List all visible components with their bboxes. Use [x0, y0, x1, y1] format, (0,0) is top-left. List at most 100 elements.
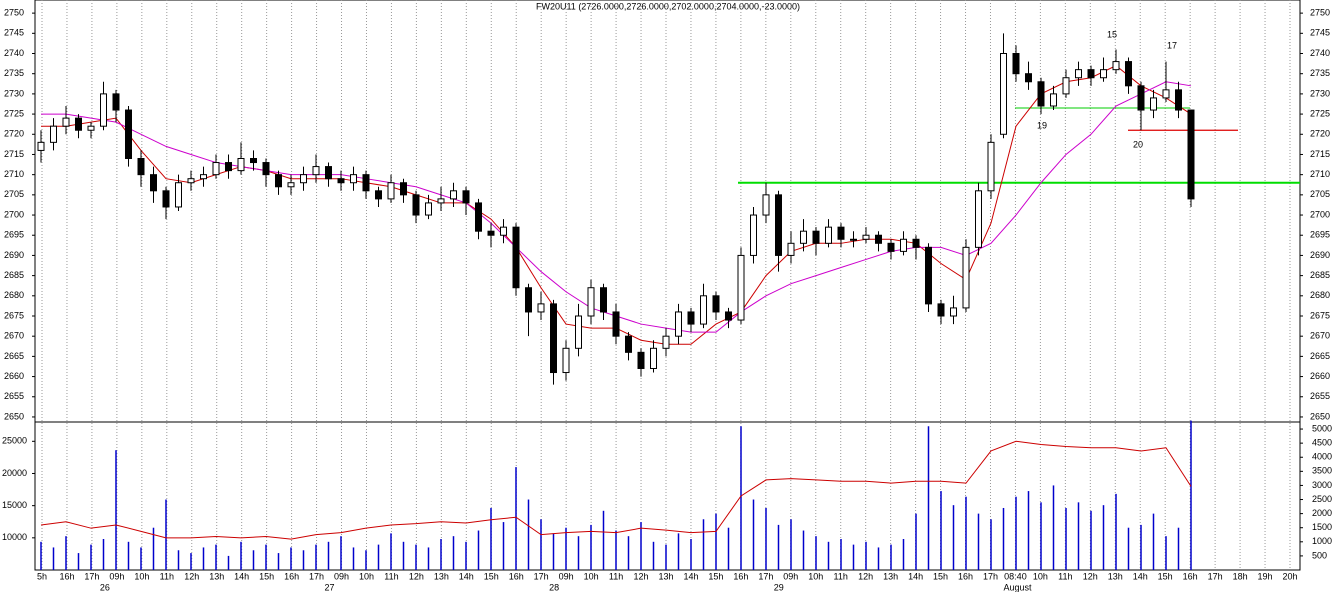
- y-tick-label: 2750: [4, 7, 24, 17]
- y-tick-label: 2730: [4, 88, 24, 98]
- candle-body: [162, 190, 170, 208]
- x-tick-label: 17h: [1208, 571, 1223, 581]
- candle-body: [1100, 69, 1107, 79]
- candle-body: [725, 311, 732, 321]
- annotation: 19: [1037, 120, 1047, 130]
- candle-body: [487, 230, 495, 236]
- y-tick-label: 2680: [4, 290, 24, 300]
- candle-body: [125, 109, 132, 160]
- candle-body: [575, 315, 582, 349]
- candle-body: [1162, 89, 1170, 99]
- day-label: 28: [549, 582, 559, 592]
- y-tick-label: 10000: [2, 532, 27, 542]
- x-tick-label: 16h: [59, 571, 74, 581]
- candle-body: [612, 311, 620, 337]
- candle-body: [237, 158, 245, 172]
- candle-body: [1112, 61, 1120, 71]
- candle-body: [975, 190, 982, 248]
- candle-body: [100, 93, 107, 127]
- candle-body: [650, 347, 657, 369]
- candle-body: [325, 166, 332, 180]
- x-tick-label: 10h: [359, 571, 374, 581]
- y-tick-label: 2720: [4, 129, 24, 139]
- candle-body: [750, 214, 757, 256]
- candle-body: [387, 182, 395, 200]
- candle-body: [600, 287, 607, 313]
- y2-tick-label: 3500: [1312, 466, 1332, 476]
- candle-body: [1050, 93, 1057, 107]
- candle-body: [250, 158, 257, 164]
- candle-body: [75, 117, 82, 131]
- y-tick-label: 2700: [4, 209, 24, 219]
- x-tick-label: 12h: [184, 571, 199, 581]
- x-tick-label: 09h: [109, 571, 124, 581]
- x-tick-label: 15h: [259, 571, 274, 581]
- candle-body: [1175, 89, 1182, 111]
- y-tick-label: 20000: [2, 468, 27, 478]
- x-tick-label: 11h: [384, 571, 398, 581]
- y-tick-label: 2655: [1310, 391, 1330, 401]
- x-tick-label: 16h: [284, 571, 299, 581]
- candle-body: [175, 182, 182, 208]
- candle-body: [1137, 85, 1145, 111]
- x-tick-label: 08:40: [1004, 571, 1027, 581]
- y2-tick-label: 4000: [1312, 452, 1332, 462]
- candle-body: [1025, 73, 1032, 83]
- candle-body: [62, 117, 70, 127]
- candle-body: [137, 158, 145, 176]
- y-tick-label: 2665: [1310, 351, 1330, 361]
- candle-body: [1187, 109, 1195, 200]
- y-tick-label: 2705: [1310, 189, 1330, 199]
- candle-body: [212, 162, 220, 176]
- y-tick-label: 2690: [1310, 250, 1330, 260]
- x-tick-label: 13h: [209, 571, 224, 581]
- x-tick-label: 15h: [484, 571, 499, 581]
- candle-body: [375, 190, 382, 200]
- y-tick-label: 2735: [1310, 68, 1330, 78]
- y-tick-label: 2675: [1310, 310, 1330, 320]
- y-tick-label: 2710: [1310, 169, 1330, 179]
- y-tick-label: 2725: [4, 108, 24, 118]
- x-tick-label: 15h: [1158, 571, 1173, 581]
- x-tick-label: 15h: [708, 571, 723, 581]
- candle-body: [200, 174, 207, 180]
- x-tick-label: 09h: [783, 571, 798, 581]
- y-tick-label: 2745: [4, 28, 24, 38]
- annotation: 20: [1133, 139, 1143, 149]
- price-panel: [34, 0, 1301, 423]
- x-tick-label: 16h: [733, 571, 748, 581]
- candle-body: [525, 287, 532, 313]
- x-tick-label: 14h: [908, 571, 923, 581]
- candle-body: [475, 202, 482, 232]
- x-tick-label: 09h: [334, 571, 349, 581]
- candle-body: [400, 182, 407, 196]
- day-label: 26: [100, 582, 110, 592]
- y-tick-label: 2670: [1310, 331, 1330, 341]
- x-tick-label: 17h: [534, 571, 549, 581]
- x-tick-label: 14h: [459, 571, 474, 581]
- y-tick-label: 2650: [4, 411, 24, 421]
- x-tick-label: 09h: [559, 571, 574, 581]
- day-label: 29: [774, 582, 784, 592]
- candle-body: [812, 230, 820, 244]
- candle-body: [562, 347, 570, 374]
- candle-body: [87, 125, 95, 131]
- candle-body: [950, 307, 957, 317]
- y-tick-label: 2730: [1310, 88, 1330, 98]
- candle-body: [662, 335, 670, 349]
- x-tick-label: 14h: [683, 571, 698, 581]
- candle-body: [737, 254, 745, 321]
- candle-body: [825, 226, 832, 244]
- annotation: 17: [1167, 40, 1177, 50]
- x-tick-label: 12h: [858, 571, 873, 581]
- candle-body: [1012, 53, 1020, 75]
- x-tick-label: 10h: [584, 571, 599, 581]
- x-tick-label: 14h: [234, 571, 249, 581]
- volume-panel: [34, 421, 1301, 571]
- y-tick-label: 2665: [4, 351, 24, 361]
- candle-body: [675, 311, 682, 337]
- y-tick-label: 2715: [4, 149, 24, 159]
- y-tick-label: 2700: [1310, 209, 1330, 219]
- candle-body: [425, 202, 432, 216]
- candle-body: [337, 178, 345, 184]
